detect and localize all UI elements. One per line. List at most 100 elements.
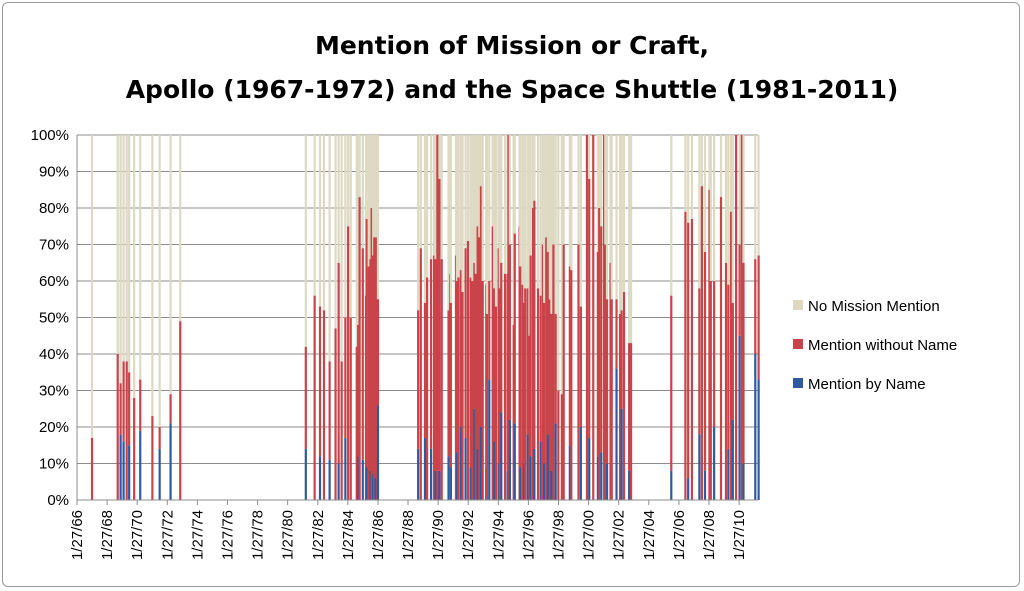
bar-segment-mention-without-name <box>374 237 377 479</box>
bar-segment-mention-without-name <box>349 317 352 500</box>
bar-segment-mention-by-name <box>670 470 673 500</box>
bar-segment-mention-without-name <box>425 277 429 500</box>
bar-segment-mention-without-name <box>361 248 364 460</box>
y-tick-label: 10% <box>39 456 69 473</box>
bar-segment-mention-by-name <box>464 437 467 500</box>
bar-segment-mention-without-name <box>466 240 470 500</box>
x-tick-label: 1/27/68 <box>99 510 116 560</box>
bar-segment-mention-by-name <box>579 427 582 500</box>
bar-segment-no-mission-mention <box>709 135 712 281</box>
bar-segment-mention-without-name <box>533 200 536 449</box>
bar-segment-mention-without-name <box>464 248 467 438</box>
x-tick-label: 1/27/84 <box>340 510 357 560</box>
bar-segment-no-mission-mention <box>562 135 565 245</box>
bar-segment-mention-without-name <box>524 288 527 500</box>
bar-segment-mention-by-name <box>513 423 516 500</box>
bar-segment-no-mission-mention <box>493 135 496 289</box>
bar-segment-mention-by-name <box>533 448 536 500</box>
x-tick-label: 1/27/74 <box>189 510 206 560</box>
bar-segment-mention-by-name <box>615 368 618 500</box>
bar-segment-mention-without-name <box>700 186 703 500</box>
bar-segment-mention-without-name <box>447 310 450 457</box>
bar-segment-mention-without-name <box>337 262 340 464</box>
bar-segment-mention-without-name <box>568 266 571 446</box>
bar-segment-no-mission-mention <box>469 135 472 278</box>
bar-segment-mention-by-name <box>738 335 741 500</box>
bar-segment-mention-by-name <box>337 463 340 500</box>
bar-segment-mention-without-name <box>596 251 599 457</box>
bar-segment-no-mission-mention <box>313 135 316 296</box>
bar-segment-no-mission-mention <box>568 135 571 267</box>
bar-segment-mention-without-name <box>507 135 510 500</box>
bar-segment-no-mission-mention <box>536 135 540 289</box>
x-tick-label: 1/27/88 <box>400 510 417 560</box>
bar-segment-mention-by-name <box>449 467 452 500</box>
bar-segment-no-mission-mention <box>128 135 131 373</box>
bar-segment-no-mission-mention <box>526 135 529 289</box>
bar-segment-mention-without-name <box>731 302 734 420</box>
bar-segment-no-mission-mention <box>440 135 443 260</box>
bar-segment-mention-without-name <box>735 135 738 500</box>
x-tick-label: 1/27/66 <box>69 510 86 560</box>
y-tick-label: 0% <box>47 492 69 509</box>
bar-segment-mention-without-name <box>598 208 601 500</box>
bar-segment-mention-by-name <box>543 463 546 500</box>
bar-segment-no-mission-mention <box>513 135 516 234</box>
bar-segment-mention-by-name <box>596 456 599 500</box>
bar-segment-no-mission-mention <box>344 135 347 318</box>
bar-segment-mention-by-name <box>417 448 420 500</box>
bar-segment-mention-without-name <box>503 273 507 500</box>
bar-segment-no-mission-mention <box>757 135 760 256</box>
bar-segment-no-mission-mention <box>500 135 503 263</box>
bar-segment-no-mission-mention <box>503 135 507 274</box>
bar-segment-mention-without-name <box>122 361 125 442</box>
bar-segment-mention-by-name <box>703 470 707 500</box>
chart-title-line-1: Mention of Mission or Craft, <box>315 31 709 60</box>
bar-segment-mention-by-name <box>731 419 734 500</box>
y-tick-label: 50% <box>39 310 69 327</box>
bar-segment-no-mission-mention <box>698 135 701 289</box>
bar-segment-no-mission-mention <box>700 135 703 187</box>
bar-segment-mention-without-name <box>151 416 154 500</box>
bar-segment-no-mission-mention <box>471 135 474 281</box>
bar-segment-no-mission-mention <box>367 135 370 267</box>
bar-segment-mention-without-name <box>605 299 609 464</box>
bar-segment-mention-by-name <box>473 408 476 500</box>
bar-segment-mention-without-name <box>603 135 606 500</box>
bar-segment-mention-by-name <box>508 419 511 500</box>
bar-segment-mention-without-name <box>469 277 472 468</box>
chart-title: Mention of Mission or Craft, Apollo (196… <box>126 31 899 104</box>
bar-segment-no-mission-mention <box>508 135 511 245</box>
bar-segment-no-mission-mention <box>304 135 307 347</box>
bar-segment-mention-without-name <box>434 259 437 471</box>
bar-segment-no-mission-mention <box>512 135 515 325</box>
bar-segment-no-mission-mention <box>543 135 546 303</box>
bar-segment-mention-without-name <box>474 273 477 500</box>
bar-segment-mention-without-name <box>600 226 603 453</box>
bar-segment-mention-without-name <box>128 372 131 446</box>
bar-segment-mention-by-name <box>119 434 122 500</box>
bar-segment-mention-without-name <box>703 251 707 471</box>
y-tick-label: 20% <box>39 419 69 436</box>
bar-segment-no-mission-mention <box>713 135 716 281</box>
y-tick-label: 60% <box>39 273 69 290</box>
bar-segment-mention-without-name <box>552 244 555 500</box>
bar-segment-mention-without-name <box>116 354 119 500</box>
bar-segment-mention-without-name <box>740 135 743 500</box>
bar-segment-mention-by-name <box>369 470 372 500</box>
bar-segment-no-mission-mention <box>434 135 437 260</box>
bar-segment-mention-without-name <box>528 335 531 500</box>
bar-segment-mention-without-name <box>604 244 607 500</box>
bar-segment-mention-by-name <box>479 427 483 500</box>
bar-segment-no-mission-mention <box>703 135 707 252</box>
bar-segment-no-mission-mention <box>349 135 352 318</box>
bar-segment-no-mission-mention <box>361 135 364 249</box>
y-tick-label: 70% <box>39 237 69 254</box>
bar-segment-no-mission-mention <box>133 135 136 398</box>
bar-segment-no-mission-mention <box>473 135 476 263</box>
bar-segment-mention-without-name <box>417 310 420 449</box>
bar-segment-no-mission-mention <box>479 135 483 187</box>
bar-segment-mention-without-name <box>455 281 459 453</box>
bar-segment-no-mission-mention <box>724 135 728 263</box>
bar-segment-no-mission-mention <box>579 135 582 307</box>
